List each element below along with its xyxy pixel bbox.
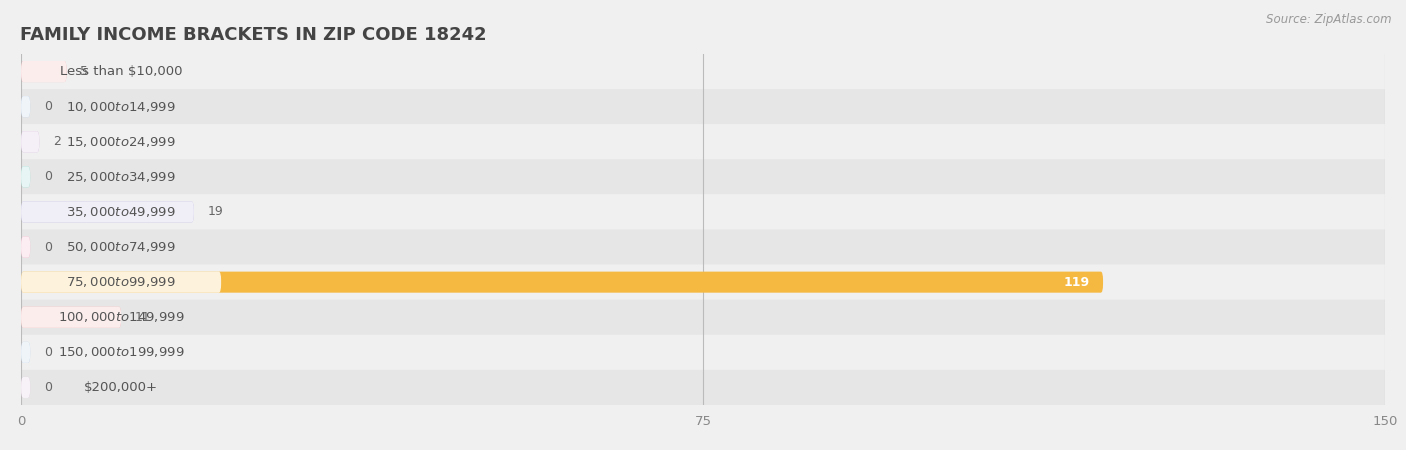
FancyBboxPatch shape	[3, 54, 1403, 89]
FancyBboxPatch shape	[3, 265, 1403, 300]
FancyBboxPatch shape	[21, 61, 66, 82]
Text: 11: 11	[135, 311, 150, 324]
FancyBboxPatch shape	[21, 237, 30, 257]
FancyBboxPatch shape	[3, 89, 1403, 124]
FancyBboxPatch shape	[3, 124, 1403, 159]
Text: 19: 19	[208, 206, 224, 218]
Text: Source: ZipAtlas.com: Source: ZipAtlas.com	[1267, 14, 1392, 27]
FancyBboxPatch shape	[3, 230, 1403, 265]
Text: 2: 2	[53, 135, 60, 148]
FancyBboxPatch shape	[21, 272, 1104, 292]
FancyBboxPatch shape	[3, 335, 1403, 370]
FancyBboxPatch shape	[21, 307, 121, 328]
Text: 0: 0	[44, 346, 52, 359]
Text: $100,000 to $149,999: $100,000 to $149,999	[58, 310, 184, 324]
FancyBboxPatch shape	[21, 377, 30, 398]
FancyBboxPatch shape	[21, 131, 39, 152]
FancyBboxPatch shape	[3, 159, 1403, 194]
Text: $50,000 to $74,999: $50,000 to $74,999	[66, 240, 176, 254]
FancyBboxPatch shape	[21, 237, 30, 257]
FancyBboxPatch shape	[21, 202, 194, 222]
Text: $25,000 to $34,999: $25,000 to $34,999	[66, 170, 176, 184]
Text: 5: 5	[80, 65, 89, 78]
FancyBboxPatch shape	[21, 96, 30, 117]
Text: Less than $10,000: Less than $10,000	[60, 65, 183, 78]
FancyBboxPatch shape	[21, 377, 30, 398]
FancyBboxPatch shape	[3, 194, 1403, 230]
Text: $200,000+: $200,000+	[84, 381, 157, 394]
FancyBboxPatch shape	[3, 370, 1403, 405]
Text: 119: 119	[1063, 276, 1090, 288]
Text: 0: 0	[44, 381, 52, 394]
FancyBboxPatch shape	[21, 342, 30, 363]
Text: $150,000 to $199,999: $150,000 to $199,999	[58, 345, 184, 360]
FancyBboxPatch shape	[21, 307, 121, 328]
Text: $10,000 to $14,999: $10,000 to $14,999	[66, 99, 176, 114]
FancyBboxPatch shape	[21, 342, 30, 363]
FancyBboxPatch shape	[3, 300, 1403, 335]
FancyBboxPatch shape	[21, 131, 39, 152]
FancyBboxPatch shape	[21, 272, 221, 292]
Text: $75,000 to $99,999: $75,000 to $99,999	[66, 275, 176, 289]
Text: 0: 0	[44, 171, 52, 183]
FancyBboxPatch shape	[21, 166, 30, 187]
FancyBboxPatch shape	[21, 166, 30, 187]
FancyBboxPatch shape	[21, 202, 194, 222]
Text: FAMILY INCOME BRACKETS IN ZIP CODE 18242: FAMILY INCOME BRACKETS IN ZIP CODE 18242	[20, 26, 486, 44]
Text: 0: 0	[44, 100, 52, 113]
Text: $15,000 to $24,999: $15,000 to $24,999	[66, 135, 176, 149]
Text: $35,000 to $49,999: $35,000 to $49,999	[66, 205, 176, 219]
FancyBboxPatch shape	[21, 61, 66, 82]
Text: 0: 0	[44, 241, 52, 253]
FancyBboxPatch shape	[21, 96, 30, 117]
